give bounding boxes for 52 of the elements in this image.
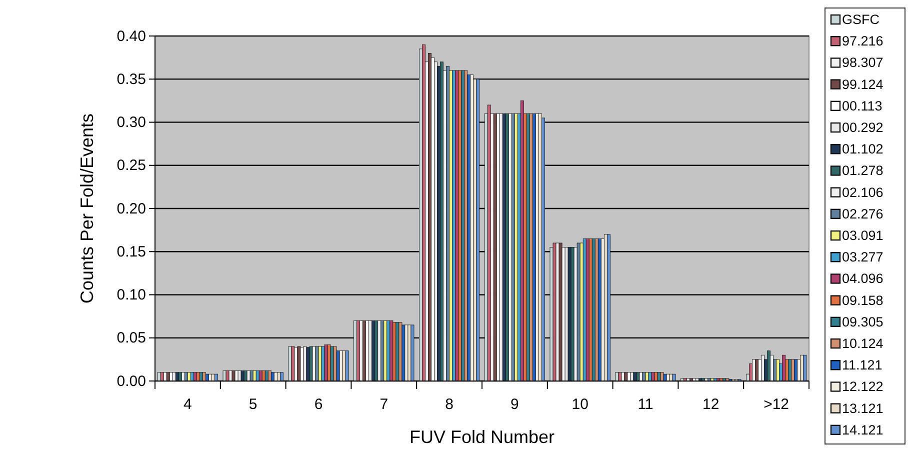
legend-label: 03.091	[842, 228, 884, 243]
y-tick-label: 0.00	[116, 372, 146, 390]
x-tick-label: 7	[380, 396, 388, 413]
legend-label: 99.124	[842, 76, 884, 92]
bar	[669, 374, 673, 382]
legend-label: GSFC	[842, 12, 880, 27]
x-tick-label: 10	[572, 396, 588, 413]
y-tick-label: 0.25	[116, 157, 146, 174]
y-tick-label: 0.20	[116, 200, 146, 218]
legend-label: 10.124	[842, 336, 884, 351]
y-tick-label: 0.05	[116, 330, 146, 347]
x-tick-label: 9	[510, 396, 519, 413]
x-tick-label: 11	[638, 396, 654, 413]
y-axis-title: Counts Per Fold/Events	[77, 113, 97, 304]
legend-label: 09.305	[842, 314, 884, 330]
legend-label: 00.292	[842, 120, 884, 135]
legend-label: 00.113	[842, 98, 882, 114]
legend-label: 12.122	[842, 379, 884, 394]
y-tick-label: 0.35	[116, 70, 146, 88]
x-tick-label: 12	[702, 396, 720, 413]
bar	[342, 350, 346, 382]
y-tick-label: 0.10	[116, 286, 146, 304]
x-tick-label: 8	[445, 396, 454, 413]
x-tick-label: 6	[314, 396, 323, 413]
bar	[803, 354, 807, 382]
legend-label: 98.307	[842, 55, 884, 70]
legend-label: 03.277	[842, 250, 884, 265]
bar	[570, 247, 574, 382]
x-tick-label: 5	[248, 396, 258, 413]
bar	[660, 372, 664, 382]
legend-label: 11.121	[842, 358, 882, 373]
y-tick-label: 0.30	[116, 114, 146, 132]
bar	[672, 374, 676, 382]
bar	[333, 346, 337, 382]
legend-label: 14.121	[842, 422, 884, 438]
legend-label: 01.102	[842, 142, 884, 157]
legend-label: 01.278	[842, 163, 884, 178]
x-axis-title: FUV Fold Number	[409, 427, 555, 447]
y-tick-label: 0.15	[116, 243, 146, 260]
legend-label: 02.106	[842, 184, 884, 200]
legend-label: 02.276	[842, 206, 884, 222]
legend-label: 04.096	[842, 271, 884, 286]
bar	[345, 350, 349, 382]
bar	[280, 372, 284, 382]
legend-label: 13.121	[842, 400, 884, 416]
y-tick-label: 0.40	[116, 28, 146, 45]
legend-label: 09.158	[842, 292, 884, 308]
bar	[244, 370, 248, 382]
x-tick-label: 4	[184, 396, 192, 413]
legend-label: 97.216	[842, 34, 884, 49]
x-tick-label: >12	[764, 396, 790, 413]
bar	[214, 374, 218, 382]
